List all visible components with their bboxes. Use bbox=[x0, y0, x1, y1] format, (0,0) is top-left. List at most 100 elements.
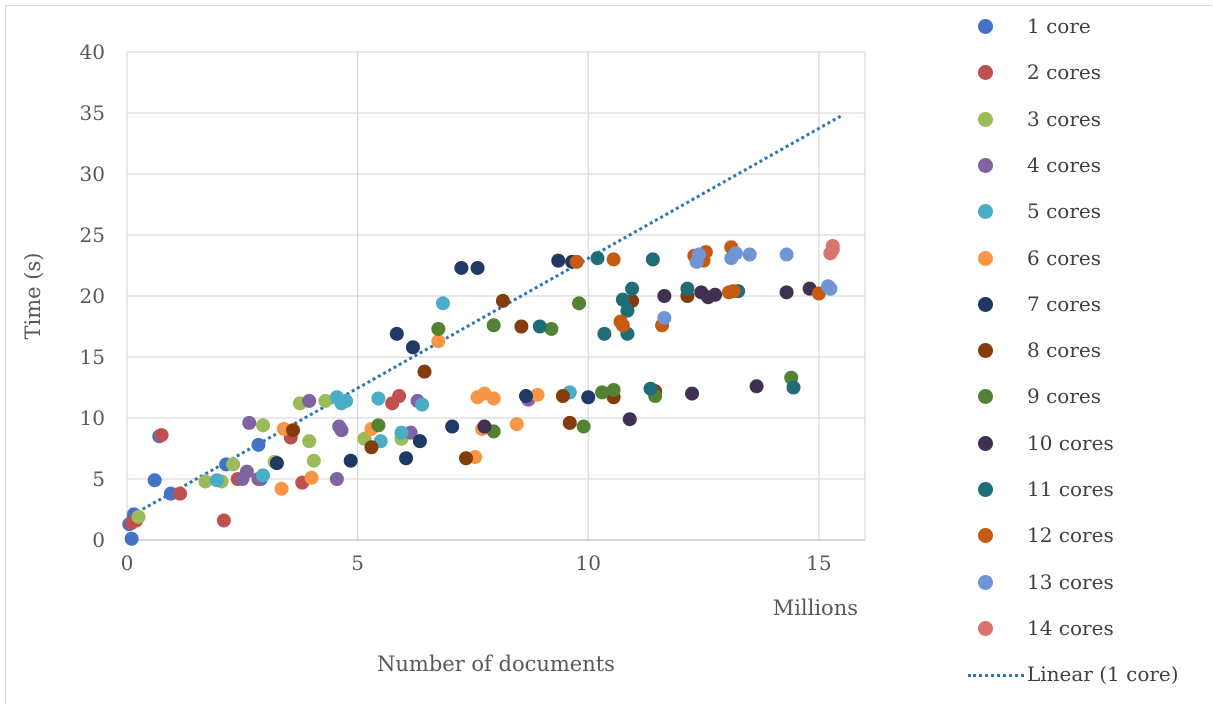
data-point bbox=[198, 474, 213, 489]
data-point bbox=[256, 468, 271, 483]
data-point bbox=[530, 387, 545, 402]
data-point bbox=[371, 391, 386, 406]
data-point bbox=[343, 453, 358, 468]
data-point bbox=[256, 418, 271, 433]
legend-label: 5 cores bbox=[1027, 199, 1101, 224]
data-point bbox=[625, 281, 640, 296]
legend-label: 1 core bbox=[1027, 14, 1091, 38]
series-9-cores bbox=[371, 296, 799, 439]
data-point bbox=[394, 425, 409, 440]
data-point bbox=[251, 437, 266, 452]
data-point bbox=[622, 412, 637, 427]
legend-item: 11 cores bbox=[968, 475, 1208, 505]
legend-label: 7 cores bbox=[1027, 291, 1101, 316]
x-tick-label: 15 bbox=[806, 551, 831, 575]
data-point bbox=[749, 379, 764, 394]
data-point bbox=[306, 453, 321, 468]
legend-label: 11 cores bbox=[1027, 477, 1114, 501]
data-point bbox=[216, 513, 231, 528]
data-point bbox=[708, 287, 723, 302]
legend-item: 2 cores bbox=[968, 58, 1208, 88]
data-point bbox=[514, 319, 529, 334]
data-point bbox=[606, 252, 621, 267]
series-3-cores bbox=[131, 393, 409, 524]
legend-label: Linear (1 core) bbox=[1027, 662, 1179, 687]
legend-item: 6 cores bbox=[968, 244, 1208, 274]
legend-label: 4 cores bbox=[1027, 152, 1101, 177]
x-tick-label: 0 bbox=[121, 551, 134, 575]
legend-item: 12 cores bbox=[968, 521, 1208, 551]
data-point bbox=[242, 415, 257, 430]
data-point bbox=[645, 252, 660, 267]
data-point bbox=[147, 473, 162, 488]
data-point bbox=[371, 418, 386, 433]
data-point bbox=[569, 254, 584, 269]
y-tick-label: 20 bbox=[80, 284, 105, 308]
data-point bbox=[286, 423, 301, 438]
legend-label: 12 cores bbox=[1027, 523, 1114, 548]
data-point bbox=[470, 260, 485, 275]
data-point bbox=[304, 470, 319, 485]
data-point bbox=[399, 451, 414, 466]
legend-label: 14 cores bbox=[1027, 615, 1114, 640]
data-point bbox=[581, 390, 596, 405]
legend-label: 8 cores bbox=[1027, 338, 1101, 363]
data-point bbox=[477, 419, 492, 434]
series-4-cores bbox=[235, 392, 536, 486]
data-point bbox=[532, 319, 547, 334]
data-point bbox=[417, 364, 432, 379]
legend-item: 14 cores bbox=[968, 614, 1208, 644]
data-point bbox=[685, 386, 700, 401]
data-point bbox=[509, 417, 524, 432]
x-axis-label: Number of documents bbox=[377, 652, 615, 676]
legend-marker bbox=[978, 296, 993, 312]
legend-item: 10 cores bbox=[968, 429, 1208, 459]
data-point bbox=[334, 423, 349, 438]
data-point bbox=[454, 260, 469, 275]
data-point bbox=[389, 326, 404, 341]
legend-line-marker bbox=[968, 674, 1024, 678]
y-tick-label: 15 bbox=[80, 345, 105, 369]
legend-label: 3 cores bbox=[1027, 106, 1101, 131]
data-point bbox=[823, 281, 838, 296]
data-point bbox=[726, 284, 741, 299]
data-point bbox=[643, 381, 658, 396]
data-point bbox=[779, 247, 794, 262]
data-point bbox=[445, 419, 460, 434]
data-point bbox=[412, 434, 427, 449]
legend-label: 9 cores bbox=[1027, 384, 1101, 409]
y-tick-label: 5 bbox=[92, 467, 105, 491]
data-point bbox=[742, 247, 757, 262]
legend-item: Linear (1 core) bbox=[968, 660, 1208, 690]
legend-marker bbox=[978, 204, 993, 220]
data-point bbox=[786, 380, 801, 395]
data-point bbox=[131, 509, 146, 524]
y-tick-label: 25 bbox=[80, 223, 105, 247]
series-6-cores bbox=[274, 334, 545, 496]
data-point bbox=[274, 481, 289, 496]
data-point bbox=[620, 303, 635, 318]
data-point bbox=[124, 531, 139, 546]
data-point bbox=[555, 389, 570, 404]
chart-frame bbox=[5, 5, 1212, 704]
x-tick-label: 10 bbox=[576, 551, 601, 575]
legend-item: 3 cores bbox=[968, 105, 1208, 135]
data-point bbox=[405, 340, 420, 355]
series-8-cores bbox=[286, 289, 695, 466]
data-point bbox=[392, 389, 407, 404]
series-13-cores bbox=[657, 246, 838, 325]
data-point bbox=[209, 473, 224, 488]
legend-marker bbox=[978, 528, 993, 544]
data-point bbox=[728, 246, 743, 261]
data-point bbox=[173, 486, 188, 501]
legend-marker bbox=[978, 435, 993, 451]
data-point bbox=[779, 285, 794, 300]
legend-marker bbox=[978, 250, 993, 266]
data-point bbox=[657, 310, 672, 325]
data-point bbox=[431, 321, 446, 336]
series-14-cores bbox=[823, 238, 840, 261]
data-point bbox=[364, 440, 379, 455]
series-2-cores bbox=[124, 389, 407, 530]
series-11-cores bbox=[532, 251, 801, 396]
data-point bbox=[576, 419, 591, 434]
